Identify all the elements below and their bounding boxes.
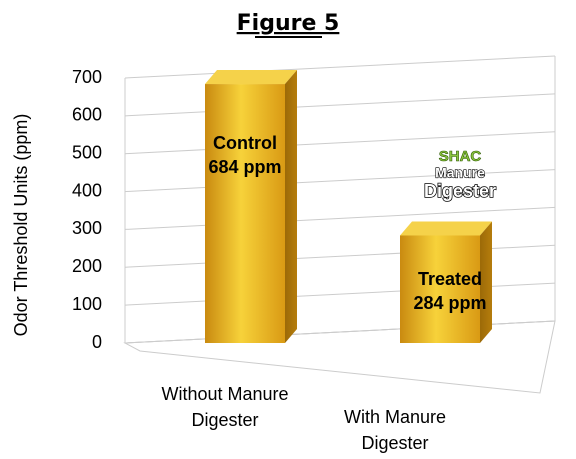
y-tick-label: 600 — [72, 105, 102, 125]
bar-top — [205, 70, 297, 85]
y-tick-label: 200 — [72, 256, 102, 276]
y-tick-label: 100 — [72, 294, 102, 314]
logo: SHAC Manure Digester — [423, 148, 497, 202]
y-tick-label: 700 — [72, 67, 102, 87]
bar-label: Control — [213, 133, 277, 153]
x-tick-label: Without Manure Digester — [161, 384, 288, 430]
logo-text: Manure — [435, 165, 485, 181]
grid-line — [124, 206, 556, 230]
bar-side — [285, 70, 297, 344]
logo-text: SHAC — [439, 148, 482, 165]
bar-side — [480, 221, 492, 343]
data-label: 684 ppm — [208, 157, 281, 177]
bar-top — [400, 221, 492, 236]
y-tick-label: 400 — [72, 180, 102, 200]
data-label: 284 ppm — [413, 293, 486, 313]
bar — [205, 84, 285, 344]
grid-line — [124, 55, 556, 79]
y-tick-label: 300 — [72, 218, 102, 238]
y-tick-label: 500 — [72, 142, 102, 162]
logo-text: Digester — [424, 181, 496, 201]
bar — [400, 235, 480, 343]
bar-group — [400, 221, 492, 343]
bar-group — [205, 70, 297, 344]
grid-line — [124, 93, 556, 117]
bar-label: Treated — [418, 269, 482, 289]
grid-line — [124, 131, 556, 155]
y-axis-label: Odor Threshold Units (ppm) — [11, 114, 31, 337]
chart-title: Figure 5 — [237, 11, 340, 36]
grid-line — [124, 169, 556, 193]
x-tick-label: With Manure Digester — [344, 407, 446, 453]
y-tick-label: 0 — [92, 332, 102, 352]
